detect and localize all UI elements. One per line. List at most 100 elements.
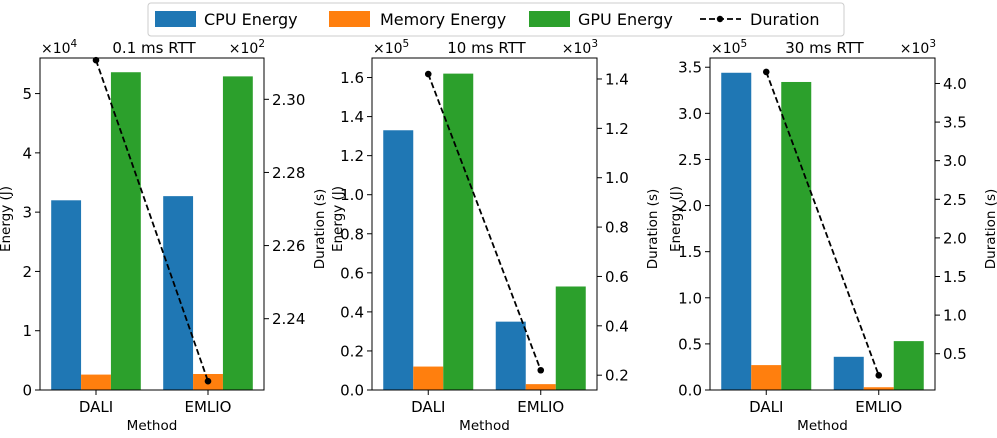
chart-title: 30 ms RTT xyxy=(785,39,864,57)
bar-memory-energy-dali xyxy=(81,374,111,390)
x-tick-label-emlio: EMLIO xyxy=(184,398,231,416)
bar-memory-energy-emlio xyxy=(525,384,556,390)
x-tick-label-emlio: EMLIO xyxy=(517,398,564,416)
left-tick-label: 2.0 xyxy=(678,197,702,215)
left-tick-label: 0.0 xyxy=(678,382,702,400)
duration-point-emlio xyxy=(204,377,212,385)
right-tick-label: 1.5 xyxy=(943,268,967,286)
right-tick-label: 0.4 xyxy=(605,317,629,335)
chart-panel-2: 0.0 0.2 0.4 0.6 0.8 1.0 1.2 1.4 1.6 0.2 0.4 0.6 0.8 1… xyxy=(330,38,661,434)
right-axis-exponent: 3 xyxy=(591,38,598,50)
chart-panels: 0 1 2 3 4 5 2.24 2.26 2.28 2.30 DALI EMLIO Method Ene… xyxy=(0,38,997,434)
bar-gpu-energy-dali xyxy=(443,73,474,391)
right-tick-label: 1.2 xyxy=(605,120,629,138)
left-tick-label: 3.0 xyxy=(678,105,702,123)
left-tick-label: 0.4 xyxy=(340,303,364,321)
left-tick-label: 4 xyxy=(22,144,32,162)
left-tick-label: 1.5 xyxy=(678,243,702,261)
left-tick-label: 0.2 xyxy=(340,342,364,360)
right-axis-multiplier: ×102 xyxy=(229,38,265,57)
y2-axis-label: Duration (s) xyxy=(983,189,997,270)
right-tick-label: 3.5 xyxy=(943,114,967,132)
left-tick-label: 5 xyxy=(22,85,32,103)
right-tick-label: 2.0 xyxy=(943,229,967,247)
plot-frame xyxy=(39,57,265,391)
left-tick-label: 1.6 xyxy=(340,69,364,87)
plot-frame xyxy=(709,57,936,391)
right-axis-multiplier: ×103 xyxy=(562,38,598,57)
duration-point-dali xyxy=(762,68,770,76)
legend-frame xyxy=(147,2,845,37)
left-axis-multiplier: ×104 xyxy=(41,38,78,57)
duration-point-emlio xyxy=(537,366,545,374)
left-tick-label: 1 xyxy=(22,322,32,340)
left-tick-label: 1.0 xyxy=(340,186,364,204)
right-tick-label: 0.8 xyxy=(605,219,629,237)
legend: CPU Energy Memory Energy GPU Energy Dura… xyxy=(147,2,845,37)
bar-gpu-energy-emlio xyxy=(893,341,924,390)
legend-gpu-swatch xyxy=(529,11,570,27)
bar-cpu-energy-emlio xyxy=(495,321,526,390)
bar-cpu-energy-dali xyxy=(383,130,414,390)
x-tick-label-dali: DALI xyxy=(79,398,113,416)
right-tick-label: 3.0 xyxy=(943,152,967,170)
x-tick-label-dali: DALI xyxy=(411,398,445,416)
left-tick-label: 0.6 xyxy=(340,264,364,282)
right-tick-label: 2.24 xyxy=(272,310,305,328)
right-axis-exponent: 3 xyxy=(929,38,936,50)
right-tick-label: 1.0 xyxy=(943,307,967,325)
right-tick-label: 0.2 xyxy=(605,367,629,385)
bar-gpu-energy-dali xyxy=(781,81,812,390)
legend-gpu-label: GPU Energy xyxy=(578,10,673,29)
duration-point-dali xyxy=(424,70,432,78)
x-axis-label: Method xyxy=(797,418,848,434)
left-axis-exponent: 5 xyxy=(741,38,748,50)
left-axis-exponent: 4 xyxy=(71,38,78,50)
legend-cpu-label: CPU Energy xyxy=(204,10,298,29)
right-tick-label: 2.5 xyxy=(943,191,967,209)
bar-cpu-energy-emlio xyxy=(833,356,864,390)
bar-cpu-energy-dali xyxy=(51,200,82,390)
y-axis-label: Energy (J) xyxy=(0,186,14,252)
plot-frame xyxy=(371,57,598,391)
duration-point-emlio xyxy=(875,372,883,379)
right-tick-label: 2.30 xyxy=(272,91,305,109)
right-tick-label: 1.0 xyxy=(605,169,629,187)
left-tick-label: 0.8 xyxy=(340,225,364,243)
duration-point-dali xyxy=(92,56,100,64)
left-tick-label: 3 xyxy=(22,204,32,222)
y-axis-label: Energy (J) xyxy=(330,186,346,252)
left-tick-label: 1.4 xyxy=(340,108,364,126)
chart-title: 10 ms RTT xyxy=(447,39,526,57)
left-tick-label: 1.2 xyxy=(340,147,364,165)
duration-line xyxy=(427,73,542,371)
chart-panel-1: 0 1 2 3 4 5 2.24 2.26 2.28 2.30 DALI EMLIO Method Ene… xyxy=(0,38,328,434)
bar-gpu-energy-emlio xyxy=(222,76,253,390)
legend-memory-swatch xyxy=(329,11,370,27)
right-tick-label: 2.26 xyxy=(272,237,305,255)
left-axis-multiplier: ×105 xyxy=(373,38,409,57)
legend-duration-label: Duration xyxy=(750,10,820,29)
left-tick-label: 0.0 xyxy=(340,382,364,400)
left-tick-label: 0 xyxy=(22,382,32,400)
right-axis-multiplier: ×103 xyxy=(900,38,936,57)
right-tick-label: 0.6 xyxy=(605,268,629,286)
chart-panel-3: 0.0 0.5 1.0 1.5 2.0 2.5 3.0 3.5 0.5 1.0 1.5 2.0 2.5 3… xyxy=(668,38,997,434)
bar-memory-energy-dali xyxy=(413,366,444,390)
legend-duration-marker xyxy=(716,15,724,23)
left-tick-label: 1.0 xyxy=(678,289,702,307)
right-tick-label: 1.4 xyxy=(605,70,629,88)
y2-axis-label: Duration (s) xyxy=(645,189,661,270)
x-tick-label-emlio: EMLIO xyxy=(855,398,902,416)
left-tick-label: 2 xyxy=(22,263,32,281)
y-axis-label: Energy (J) xyxy=(668,186,684,252)
legend-cpu-swatch xyxy=(155,11,196,27)
right-tick-label: 2.28 xyxy=(272,164,305,182)
x-axis-label: Method xyxy=(459,418,510,434)
x-axis-label: Method xyxy=(127,418,178,434)
left-tick-label: 2.5 xyxy=(678,151,702,169)
chart-title: 0.1 ms RTT xyxy=(112,39,196,57)
right-tick-label: 0.5 xyxy=(943,345,967,363)
left-axis-exponent: 5 xyxy=(403,38,410,50)
